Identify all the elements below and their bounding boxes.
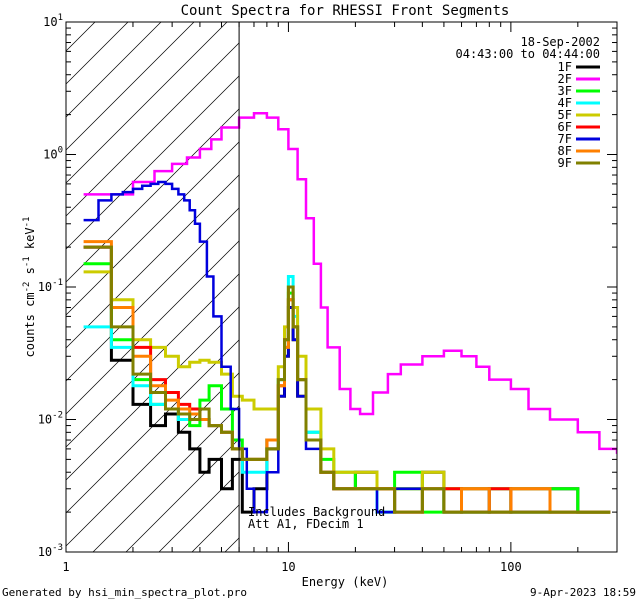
y-tick-base: 10 [38,413,52,427]
hatch-line [66,240,240,415]
hatch-line [66,22,195,151]
axis-ticks [65,22,618,553]
y-tick-base: 10 [43,148,57,162]
y-tick-exp: -1 [52,278,63,288]
x-tick-labels: 1 10 100 [62,560,521,574]
hatch-line [66,174,240,349]
y-tick-exp: 1 [58,13,63,23]
legend-label-4F: 4F [558,96,572,110]
hatch-line [66,339,240,514]
legend-label-6F: 6F [558,120,572,134]
hatch-line [66,141,240,316]
x-tick-label: 10 [281,560,295,574]
x-axis-label: Energy (keV) [302,575,389,589]
y-label-base: counts cm [23,292,37,357]
y-tick-label: 10-3 [38,543,63,559]
y-tick-base: 10 [38,280,52,294]
y-axis-label: counts cm-2 s-1 keV-1 [22,217,37,358]
legend-date: 18-Sep-2002 [521,35,600,49]
hatch-line [125,438,240,552]
y-tick-exp: -3 [52,543,63,553]
hatch-line [66,207,240,382]
y-tick-exp: -2 [52,411,63,421]
hatch-line [66,306,240,481]
legend-time-range: 04:43:00 to 04:44:00 [456,47,601,61]
hatch-line [66,22,162,118]
attenuator-hatch-region [66,22,240,552]
y-tick-label: 10-2 [38,411,63,427]
x-tick-label: 1 [62,560,69,574]
legend-label-2F: 2F [558,72,572,86]
y-tick-base: 10 [43,15,57,29]
y-tick-exp: 0 [58,146,63,156]
legend-label-1F: 1F [558,60,572,74]
y-tick-label: 101 [43,13,63,29]
y-tick-label: 10-1 [38,278,63,294]
y-label-exp3: -1 [22,217,32,228]
legend-label-9F: 9F [558,156,572,170]
y-label-mid2: keV [23,227,37,256]
annotation-attenuator: Att A1, FDecim 1 [248,517,364,531]
hatch-line [66,372,240,547]
y-label-mid: s [23,267,37,281]
chart-title: Count Spectra for RHESSI Front Segments [181,3,510,19]
hatch-line [66,42,240,217]
y-label-exp2: -1 [22,256,32,267]
series-line-2F [83,111,617,454]
hatch-line [66,108,240,283]
y-tick-base: 10 [38,545,52,559]
legend-label-5F: 5F [558,108,572,122]
legend-label-8F: 8F [558,144,572,158]
series-line-9F [83,245,611,514]
y-label-exp1: -2 [22,282,32,293]
legend-label-3F: 3F [558,84,572,98]
hatch-line [92,405,240,552]
x-tick-label: 100 [500,560,522,574]
series-layer [83,111,617,514]
y-tick-label: 100 [43,146,63,162]
footer-generated-by: Generated by hsi_min_spectra_plot.pro [2,586,247,599]
hatch-line [66,22,228,184]
footer-timestamp: 9-Apr-2023 18:59 [530,586,636,599]
legend-label-7F: 7F [558,132,572,146]
hatch-line [66,273,240,448]
annotation-background: Includes Background [248,505,385,519]
hatch-line [66,75,240,250]
